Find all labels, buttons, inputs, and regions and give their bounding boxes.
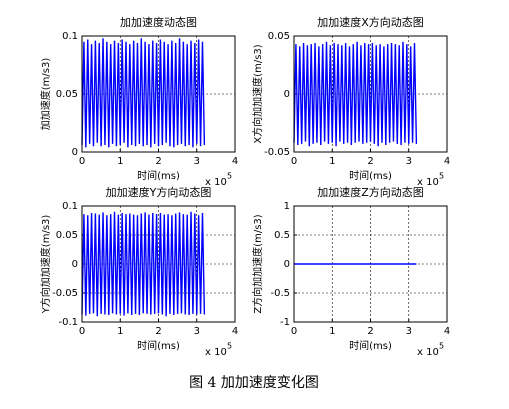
x-tick-label: 1 (329, 156, 335, 167)
y-axis-label: 加加速度(m/s3) (39, 58, 52, 131)
data-line (81, 211, 206, 317)
x-tick-label: 0 (79, 156, 85, 167)
axes-frame (293, 205, 448, 323)
y-axis-label: X方向加加速度(m/s3) (251, 44, 264, 143)
y-tick-label: 0.1 (62, 31, 78, 42)
x-scale-label: x 10 (205, 177, 227, 188)
x-scale-exponent: 5 (227, 342, 232, 351)
chart-title: 加加速度Z方向动态图 (317, 185, 424, 199)
y-tick-label: 0.5 (274, 230, 290, 241)
y-tick-label: 1 (284, 201, 290, 212)
chart-title: 加加速度Y方向动态图 (106, 185, 212, 199)
chart-title: 加加速度X方向动态图 (317, 15, 424, 29)
x-scale-label: x 10 (417, 347, 439, 358)
y-tick-label: 0 (72, 259, 78, 270)
y-tick-label: -0.05 (264, 147, 290, 158)
y-tick-label: 0.05 (56, 89, 78, 100)
data-line (293, 41, 418, 147)
x-tick-label: 1 (329, 326, 335, 337)
x-tick-label: 3 (406, 326, 412, 337)
x-tick-label: 4 (444, 156, 450, 167)
x-axis-label: 时间(ms) (137, 339, 180, 352)
x-tick-label: 0 (79, 326, 85, 337)
x-scale-label: x 10 (417, 177, 439, 188)
x-tick-label: 2 (367, 326, 373, 337)
y-tick-label: 0 (72, 147, 78, 158)
data-line (81, 38, 206, 148)
y-tick-label: -0.1 (58, 317, 78, 328)
x-tick-label: 4 (232, 326, 238, 337)
y-tick-label: 0.05 (56, 230, 78, 241)
y-tick-label: 0 (284, 89, 290, 100)
y-tick-label: -0.5 (270, 288, 290, 299)
x-tick-label: 4 (444, 326, 450, 337)
x-tick-label: 0 (291, 156, 297, 167)
x-tick-label: 3 (194, 326, 200, 337)
x-tick-label: 3 (406, 156, 412, 167)
y-tick-label: 0 (284, 259, 290, 270)
caption: 图 4 加加速度变化图 (189, 375, 319, 391)
x-tick-label: 1 (117, 156, 123, 167)
x-axis-label: 时间(ms) (137, 169, 180, 182)
y-axis-label: Z方向加加速度(m/s3) (251, 214, 264, 313)
x-scale-label: x 10 (205, 347, 227, 358)
axes-frame (293, 35, 448, 153)
x-tick-label: 4 (232, 156, 238, 167)
x-axis-label: 时间(ms) (349, 339, 392, 352)
x-scale-exponent: 5 (439, 172, 444, 181)
y-axis-label: Y方向加加速度(m/s3) (39, 215, 52, 315)
x-axis-label: 时间(ms) (349, 169, 392, 182)
axes-frame (81, 35, 236, 153)
x-scale-exponent: 5 (227, 172, 232, 181)
x-tick-label: 2 (155, 156, 161, 167)
x-tick-label: 1 (117, 326, 123, 337)
x-tick-label: 0 (291, 326, 297, 337)
x-scale-exponent: 5 (439, 342, 444, 351)
y-tick-label: -0.05 (52, 288, 78, 299)
y-tick-label: 0.1 (62, 201, 78, 212)
y-tick-label: 0.05 (268, 31, 290, 42)
y-tick-label: -1 (280, 317, 290, 328)
x-tick-label: 2 (367, 156, 373, 167)
x-tick-label: 3 (194, 156, 200, 167)
chart-title: 加加速度动态图 (120, 15, 197, 29)
subplot: 0 1 2 3 4-0.0500.05加加速度X方向动态图时间(ms)X方向加加速度(m… (251, 15, 450, 188)
x-tick-label: 2 (155, 326, 161, 337)
axes-frame (81, 205, 236, 323)
